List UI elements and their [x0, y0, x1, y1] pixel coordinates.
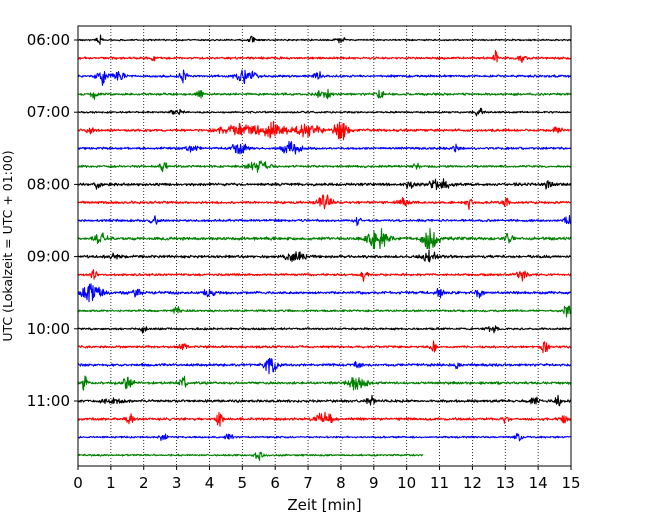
- y-tick-label: 09:00: [27, 248, 70, 266]
- trace-0930: [77, 283, 572, 303]
- traces-layer: [77, 34, 572, 461]
- y-tick-label: 06:00: [27, 31, 70, 49]
- x-tick-label: 3: [172, 474, 182, 492]
- x-tick-label: 8: [336, 474, 346, 492]
- x-tick-label: 14: [529, 474, 548, 492]
- trace-0830: [77, 214, 572, 227]
- trace-1030: [77, 357, 572, 375]
- x-tick-label: 6: [270, 474, 280, 492]
- trace-0800: [77, 178, 572, 191]
- x-tick-label: 1: [106, 474, 116, 492]
- trace-0715: [77, 120, 572, 141]
- x-tick-label: 12: [463, 474, 482, 492]
- trace-0630: [77, 69, 572, 87]
- trace-0745: [77, 160, 572, 173]
- trace-0600: [77, 34, 572, 45]
- x-tick-label: 0: [73, 474, 83, 492]
- trace-0730: [77, 140, 572, 155]
- axes-layer: 0 1 2 3 4 5 6 7 8 9 10 11 12 13 14 1506:0007:0008:0009:…: [27, 31, 581, 492]
- y-tick-label: 11:00: [27, 392, 70, 410]
- x-tick-label: 9: [369, 474, 379, 492]
- trace-1100: [77, 394, 572, 407]
- trace-1015: [77, 340, 572, 354]
- trace-1000: [77, 325, 572, 334]
- x-tick-label: 10: [397, 474, 416, 492]
- plot-frame: [77, 25, 572, 467]
- trace-0900: [77, 249, 572, 263]
- trace-0845: [77, 228, 572, 250]
- y-tick-label: 10:00: [27, 320, 70, 338]
- trace-1145: [77, 451, 424, 461]
- x-axis-title: Zeit [min]: [287, 496, 361, 514]
- trace-0645: [77, 88, 572, 100]
- trace-1115: [77, 411, 572, 427]
- trace-0915: [77, 269, 572, 282]
- trace-1045: [77, 375, 572, 391]
- trace-0815: [77, 194, 572, 211]
- x-tick-label: 13: [496, 474, 515, 492]
- x-tick-label: 2: [139, 474, 149, 492]
- trace-1130: [77, 432, 572, 442]
- trace-0945: [77, 305, 572, 318]
- x-tick-label: 11: [430, 474, 449, 492]
- y-axis-title: UTC (Lokalzeit = UTC + 01:00): [0, 150, 15, 341]
- x-tick-label: 4: [205, 474, 215, 492]
- trace-0700: [77, 107, 572, 117]
- grid-layer: [110, 26, 539, 466]
- x-tick-label: 15: [561, 474, 580, 492]
- y-tick-label: 08:00: [27, 175, 70, 193]
- y-tick-label: 07:00: [27, 103, 70, 121]
- x-tick-label: 5: [238, 474, 248, 492]
- x-tick-label: 7: [303, 474, 313, 492]
- trace-0615: [77, 49, 572, 64]
